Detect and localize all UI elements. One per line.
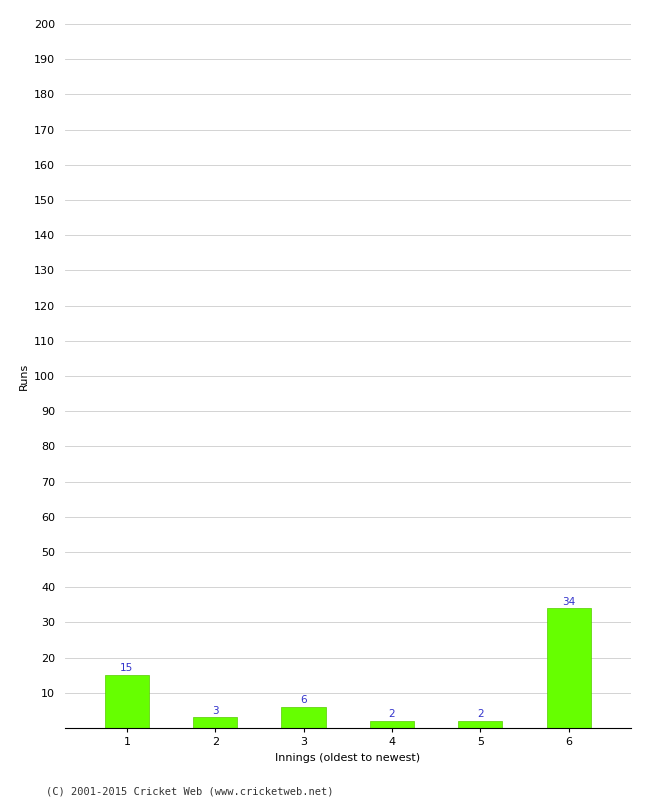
X-axis label: Innings (oldest to newest): Innings (oldest to newest) <box>275 753 421 762</box>
Text: 15: 15 <box>120 663 133 674</box>
Y-axis label: Runs: Runs <box>19 362 29 390</box>
Text: 3: 3 <box>212 706 218 716</box>
Bar <box>193 718 237 728</box>
Text: 2: 2 <box>389 710 395 719</box>
Bar <box>281 707 326 728</box>
Bar <box>547 608 591 728</box>
Text: (C) 2001-2015 Cricket Web (www.cricketweb.net): (C) 2001-2015 Cricket Web (www.cricketwe… <box>46 786 333 796</box>
Text: 6: 6 <box>300 695 307 705</box>
Bar <box>458 721 502 728</box>
Text: 2: 2 <box>477 710 484 719</box>
Bar <box>370 721 414 728</box>
Text: 34: 34 <box>562 597 575 606</box>
Bar <box>105 675 149 728</box>
